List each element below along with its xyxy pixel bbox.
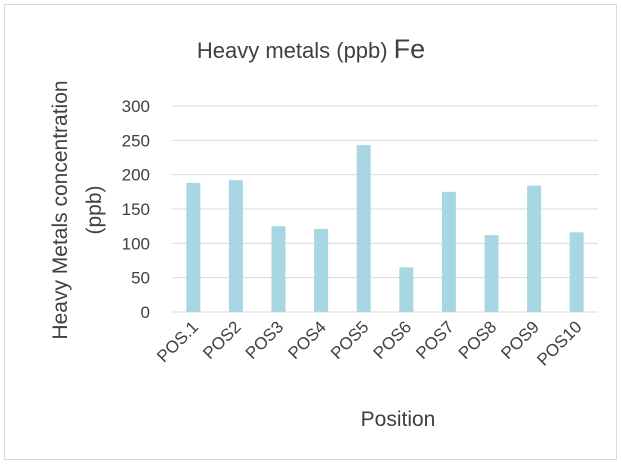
x-tick-label: POS10 (533, 317, 585, 369)
y-tick-label: 300 (122, 97, 150, 116)
y-tick-label: 0 (141, 303, 150, 322)
bar (186, 182, 201, 312)
x-tick-label: POS6 (370, 317, 416, 363)
x-tick-label: POS4 (284, 317, 330, 363)
bar (228, 180, 243, 312)
x-tick-label: POS2 (199, 317, 245, 363)
chart-title: Heavy metals (ppb) Fe (0, 34, 622, 65)
bar (356, 145, 371, 312)
y-tick-label: 50 (131, 269, 150, 288)
bar (314, 228, 329, 312)
x-tick-label: POS7 (412, 317, 458, 363)
bar (271, 226, 286, 312)
y-tick-label: 100 (122, 234, 150, 253)
y-tick-label: 200 (122, 166, 150, 185)
x-axis-title: Position (361, 408, 436, 431)
bar (527, 185, 542, 312)
bar (441, 191, 456, 312)
bar (484, 235, 499, 312)
x-tick-label: POS5 (327, 317, 373, 363)
bars (186, 145, 584, 312)
bar (399, 267, 414, 312)
chart-title-element: Fe (393, 34, 426, 64)
y-tick-label: 150 (122, 200, 150, 219)
x-axis-ticks: POS.1POS2POS3POS4POS5POS6POS7POS8POS9POS… (153, 317, 585, 369)
chart-title-text: Heavy metals (ppb) (196, 38, 388, 63)
bar (569, 232, 584, 312)
y-axis-ticks: 0 50 100 150 200 250 300 (122, 97, 150, 322)
y-axis-title-line2: (ppb) (83, 185, 106, 234)
chart-frame (4, 4, 617, 460)
gridlines (172, 105, 598, 313)
y-axis-title-line1: Heavy Metals concentration (49, 80, 72, 339)
x-tick-label: POS8 (455, 317, 501, 363)
y-axis-title: Heavy Metals concentration (ppb) (49, 80, 106, 339)
x-tick-label: POS3 (242, 317, 288, 363)
y-tick-label: 250 (122, 131, 150, 150)
x-tick-label: POS.1 (153, 317, 202, 366)
